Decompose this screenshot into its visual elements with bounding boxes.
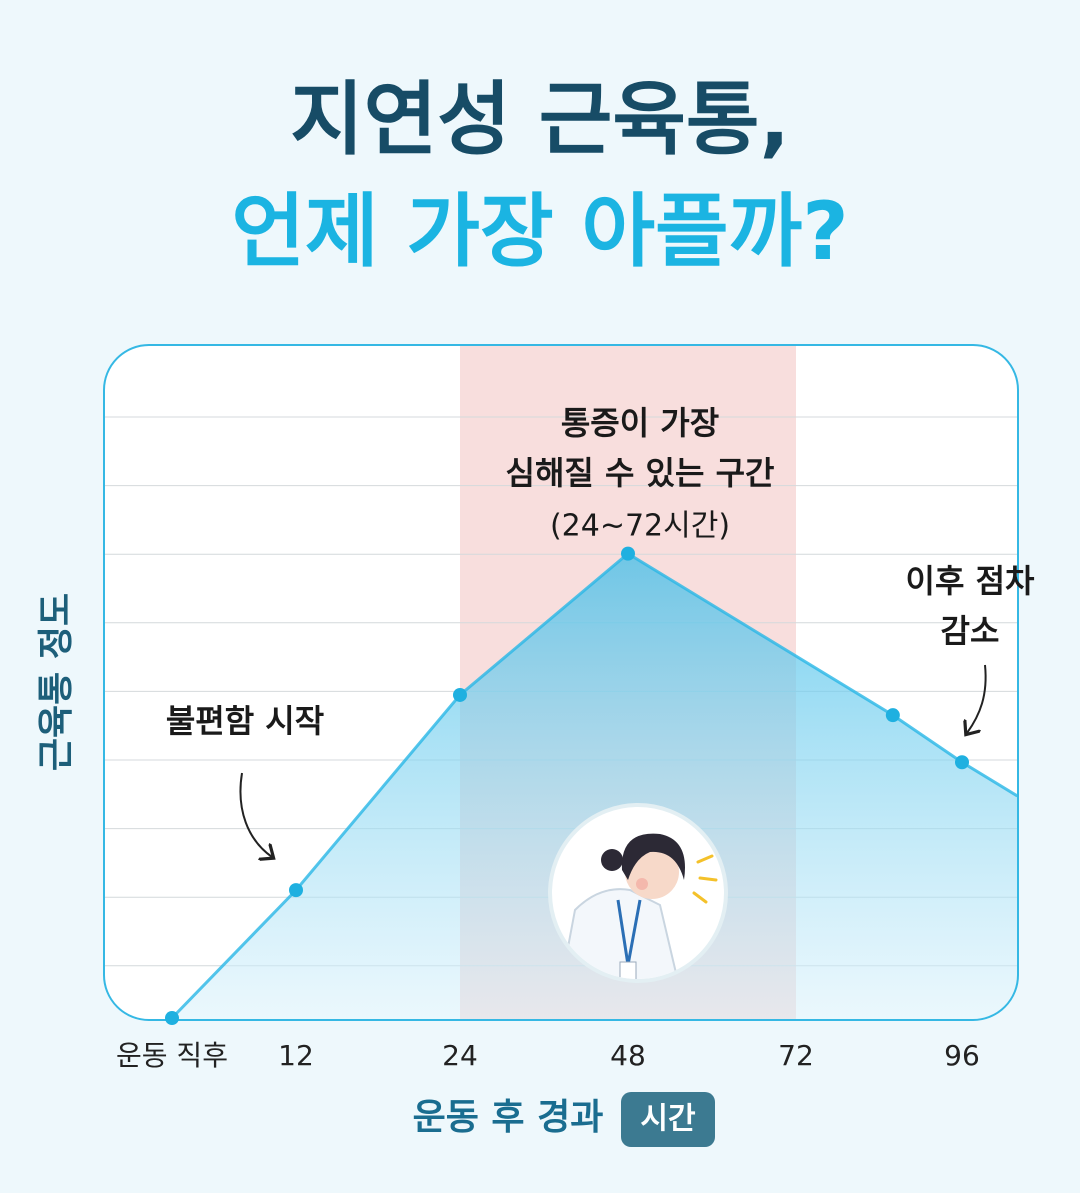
blush [636, 878, 648, 890]
plot-border [103, 344, 1019, 1021]
data-point [165, 1011, 179, 1025]
hair [621, 833, 685, 880]
annotation: 통증이 가장 [561, 404, 719, 442]
x-tick-label: 72 [778, 1039, 814, 1072]
arrow [239, 772, 272, 857]
arrow [967, 664, 987, 733]
x-tick-label: 12 [278, 1039, 314, 1072]
data-point [955, 755, 969, 770]
x-tick-label: 48 [610, 1039, 646, 1072]
hair-bun [601, 849, 623, 871]
data-point [289, 883, 303, 898]
annotation: 불편함 시작 [166, 702, 324, 740]
annotation: 심해질 수 있는 구간 [506, 454, 775, 492]
area [172, 553, 1018, 1020]
illustration [548, 803, 728, 983]
annotation: 감소 [941, 612, 1000, 650]
x-axis-label: 운동 후 경과 [413, 1097, 604, 1138]
x-axis-unit: 시간 [640, 1102, 696, 1137]
pain-mark [698, 876, 718, 882]
annotation-note: (24~72시간) [550, 509, 730, 544]
title: 지연성 근육통, [290, 73, 790, 166]
x-tick-label: 96 [944, 1039, 980, 1072]
annotation: 이후 점차 [906, 562, 1035, 600]
x-tick-label: 24 [442, 1039, 478, 1072]
subtitle: 언제 가장 아플까? [231, 185, 848, 278]
unit-badge [621, 1092, 715, 1147]
x-tick-label: 운동 직후 [116, 1039, 228, 1072]
pain-mark [692, 891, 708, 904]
data-point [621, 546, 635, 561]
data-point [453, 687, 467, 702]
y-axis-label: 근육통 정도 [36, 593, 77, 771]
pain-mark [696, 854, 714, 864]
data-point [885, 708, 900, 723]
badge [619, 961, 637, 979]
